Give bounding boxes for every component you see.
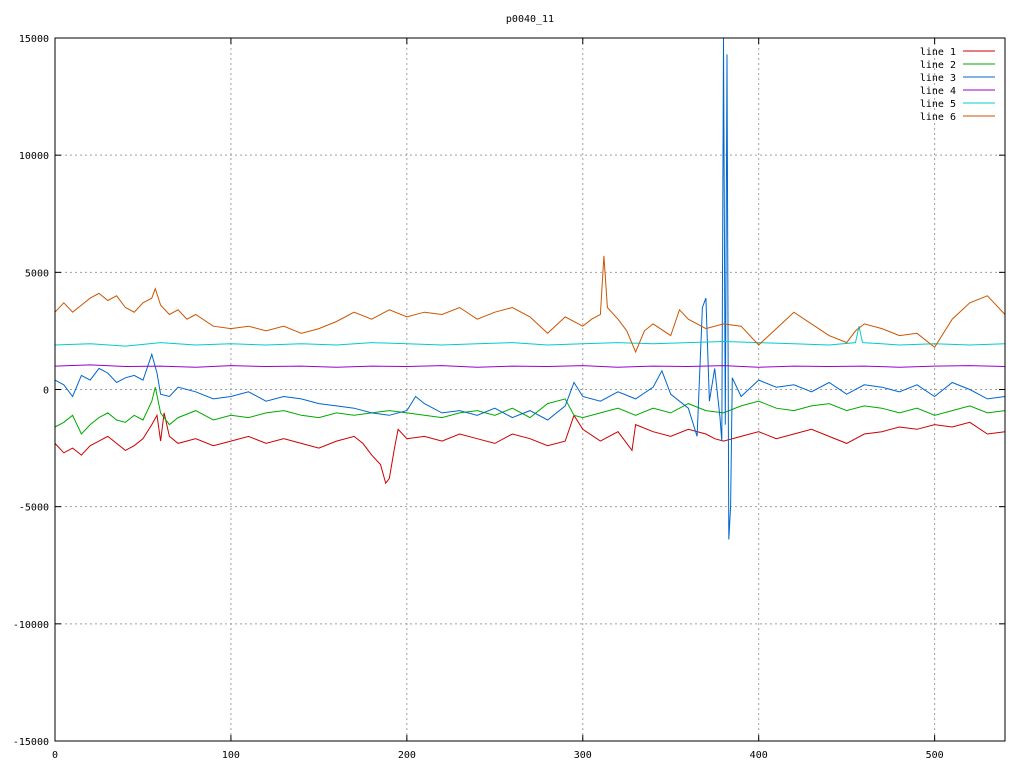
y-tick-label: -15000 [13,737,49,748]
series-line-1 [54,412,1006,485]
legend-label-3: line 3 [920,73,956,84]
x-tick-label: 200 [398,750,416,761]
legend-label-1: line 1 [920,47,956,58]
chart-title: p0040_11 [506,14,554,25]
legend: line 1 line 2 line 3 line 4 line 5 line 6 [920,47,995,123]
x-tick-label: 400 [750,750,768,761]
series-line-4 [54,364,1006,368]
y-tick-label: 5000 [25,268,49,279]
legend-label-5: line 5 [920,99,956,110]
legend-label-4: line 4 [920,86,956,97]
series-line-5 [54,326,1006,347]
series-line-2 [54,387,1006,435]
y-tick-label: 0 [43,386,49,397]
series-group [54,37,1006,540]
x-tick-label: 0 [52,750,58,761]
y-tick-label: 15000 [19,34,49,45]
axes: 0 100 200 300 400 500 -15000 -10000 -5000 0 5000 10… [13,34,1005,761]
series-line-6 [54,255,1006,354]
x-tick-label: 300 [574,750,592,761]
grid [55,38,1005,741]
x-tick-label: 500 [926,750,944,761]
y-tick-label: -5000 [19,503,49,514]
legend-label-6: line 6 [920,112,956,123]
series-line-3 [54,37,1006,540]
y-tick-label: 10000 [19,151,49,162]
legend-label-2: line 2 [920,60,956,71]
x-tick-label: 100 [222,750,240,761]
y-tick-label: -10000 [13,620,49,631]
